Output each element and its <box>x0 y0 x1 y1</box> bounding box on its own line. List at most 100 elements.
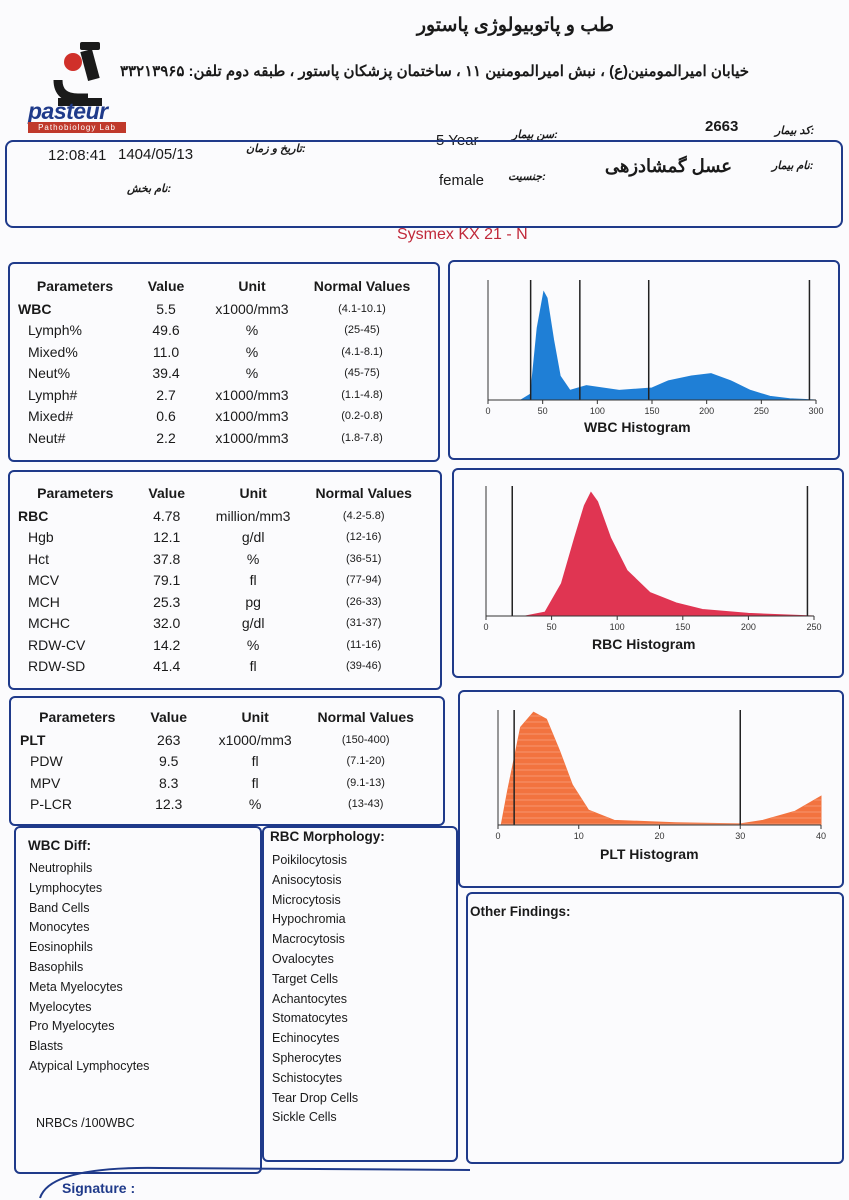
report-time: 12:08:41 <box>48 147 107 164</box>
header-normal: Normal Values <box>315 485 412 501</box>
param-unit: % <box>246 550 260 567</box>
patient-sex-label: جنسیت: <box>508 171 546 183</box>
param-value: 39.4 <box>152 365 180 382</box>
param-unit: fl <box>249 572 257 589</box>
header-unit: Unit <box>241 709 269 725</box>
x-tick-label: 50 <box>547 622 557 632</box>
table-row: RDW-CV 14.2% (11-16) <box>18 634 422 656</box>
wbc-diff-title: WBC Diff: <box>28 838 91 853</box>
header-normal: Normal Values <box>317 709 414 725</box>
param-name: Lymph% <box>28 322 82 339</box>
table-row: Hgb 12.1 g/dl (12-16) <box>18 527 422 549</box>
param-value: 12.3 <box>155 796 183 813</box>
param-unit: g/dl <box>241 529 265 546</box>
param-value: 79.1 <box>153 572 181 589</box>
rbc-histogram-title: RBC Histogram <box>592 636 696 652</box>
rbc-morphology-list: Poikilocytosis Anisocytosis Microcytosis Hy… <box>272 851 358 1128</box>
param-name: Neut% <box>28 365 71 382</box>
param-name: Mixed% <box>28 343 78 360</box>
x-tick-label: 250 <box>806 622 821 632</box>
param-value: 2.2 <box>156 429 176 446</box>
param-value: 5.5 <box>156 300 176 317</box>
patient-sex-value: female <box>439 172 485 189</box>
param-value: 2.7 <box>156 386 176 403</box>
list-item: Ovalocytes <box>272 951 334 966</box>
x-tick-label: 20 <box>654 831 664 841</box>
table-row: P-LCR 12.3% (13-43) <box>20 794 424 816</box>
x-tick-label: 50 <box>538 406 548 416</box>
table-row: MCV 79.1 fl (77-94) <box>18 570 422 592</box>
param-unit: million/mm3 <box>215 507 291 524</box>
param-normal-range: (26-33) <box>345 595 382 608</box>
header-value: Value <box>147 278 185 294</box>
param-normal-range: (1.1-4.8) <box>341 388 383 401</box>
param-value: 9.5 <box>158 753 179 770</box>
param-normal-range: (45-75) <box>344 367 380 380</box>
param-normal-range: (150-400) <box>341 733 390 746</box>
table-row: RBC 4.78 million/mm3 (4.2-5.8) <box>18 505 422 527</box>
patient-id-value: 2663 <box>705 118 739 135</box>
rbc-morphology-title: RBC Morphology: <box>270 829 385 844</box>
ward-label: نام بخش: <box>127 183 172 195</box>
header-param: Parameters <box>36 278 114 294</box>
table-row: MPV 8.3 fl (9.1-13) <box>20 772 424 794</box>
table-row: Neut# 2.2 x1000/mm3 (1.8-7.8) <box>18 427 420 449</box>
param-unit: fl <box>251 753 259 770</box>
param-unit: x1000/mm3 <box>215 408 289 425</box>
list-item: Tear Drop Cells <box>272 1090 359 1105</box>
list-item: Pro Myelocytes <box>29 1019 115 1034</box>
param-name: MCV <box>28 572 60 589</box>
header-normal: Normal Values <box>313 278 411 294</box>
x-tick-label: 0 <box>483 622 488 632</box>
header-param: Parameters <box>37 485 114 501</box>
param-unit: % <box>245 365 259 382</box>
param-value: 263 <box>157 731 181 748</box>
histogram-area <box>498 711 822 826</box>
list-item: Macrocytosis <box>272 932 345 947</box>
patient-age-label: سن بیمار: <box>512 129 558 141</box>
x-tick-label: 200 <box>699 406 714 416</box>
param-name: RDW-SD <box>28 658 86 675</box>
x-tick-label: 100 <box>590 406 605 416</box>
list-item: Monocytes <box>29 920 90 935</box>
lab-address: خیابان امیرالمومنین(ع) ، نبش امیرالمومنی… <box>119 63 749 80</box>
list-item: Atypical Lymphocytes <box>29 1058 150 1073</box>
list-item: Band Cells <box>29 900 90 915</box>
param-normal-range: (39-46) <box>345 660 382 673</box>
list-item: Lymphocytes <box>29 880 103 895</box>
patient-name-label: نام بیمار: <box>772 160 814 172</box>
param-name: MCHC <box>28 615 70 632</box>
x-tick-label: 200 <box>741 622 756 632</box>
param-normal-range: (7.1-20) <box>346 755 385 768</box>
lab-name: طب و پاتوبیولوژی پاستور <box>416 15 614 36</box>
param-normal-range: (25-45) <box>344 324 380 337</box>
list-item: Echinocytes <box>272 1031 340 1046</box>
header-value: Value <box>148 485 186 501</box>
param-normal-range: (1.8-7.8) <box>341 431 383 444</box>
microscope-logo-icon <box>53 42 102 106</box>
param-unit: % <box>246 636 260 653</box>
table-row: MCHC 32.0 g/dl (31-37) <box>18 613 422 635</box>
param-value: 49.6 <box>152 322 180 339</box>
x-tick-label: 300 <box>808 406 823 416</box>
param-name: MPV <box>30 774 61 791</box>
x-tick-label: 30 <box>735 831 745 841</box>
wbc-panel <box>8 262 440 462</box>
param-name: WBC <box>18 300 52 317</box>
param-normal-range: (4.2-5.8) <box>342 509 385 522</box>
param-unit: x1000/mm3 <box>215 429 289 446</box>
patient-info-box <box>5 140 843 228</box>
signature-label: Signature : <box>62 1180 136 1196</box>
list-item: Meta Myelocytes <box>29 979 123 994</box>
param-normal-range: (12-16) <box>345 531 382 544</box>
x-tick-label: 150 <box>675 622 690 632</box>
list-item: Blasts <box>29 1039 64 1054</box>
x-tick-label: 250 <box>754 406 769 416</box>
other-findings-panel <box>466 892 844 1164</box>
param-unit: pg <box>245 593 261 610</box>
param-unit: % <box>245 322 259 339</box>
wbc-diff-panel <box>14 826 262 1174</box>
rbc-histogram-chart: 0 50 100 150 200 250 <box>483 486 822 632</box>
param-name: RDW-CV <box>28 636 86 653</box>
param-normal-range: (31-37) <box>345 617 382 630</box>
